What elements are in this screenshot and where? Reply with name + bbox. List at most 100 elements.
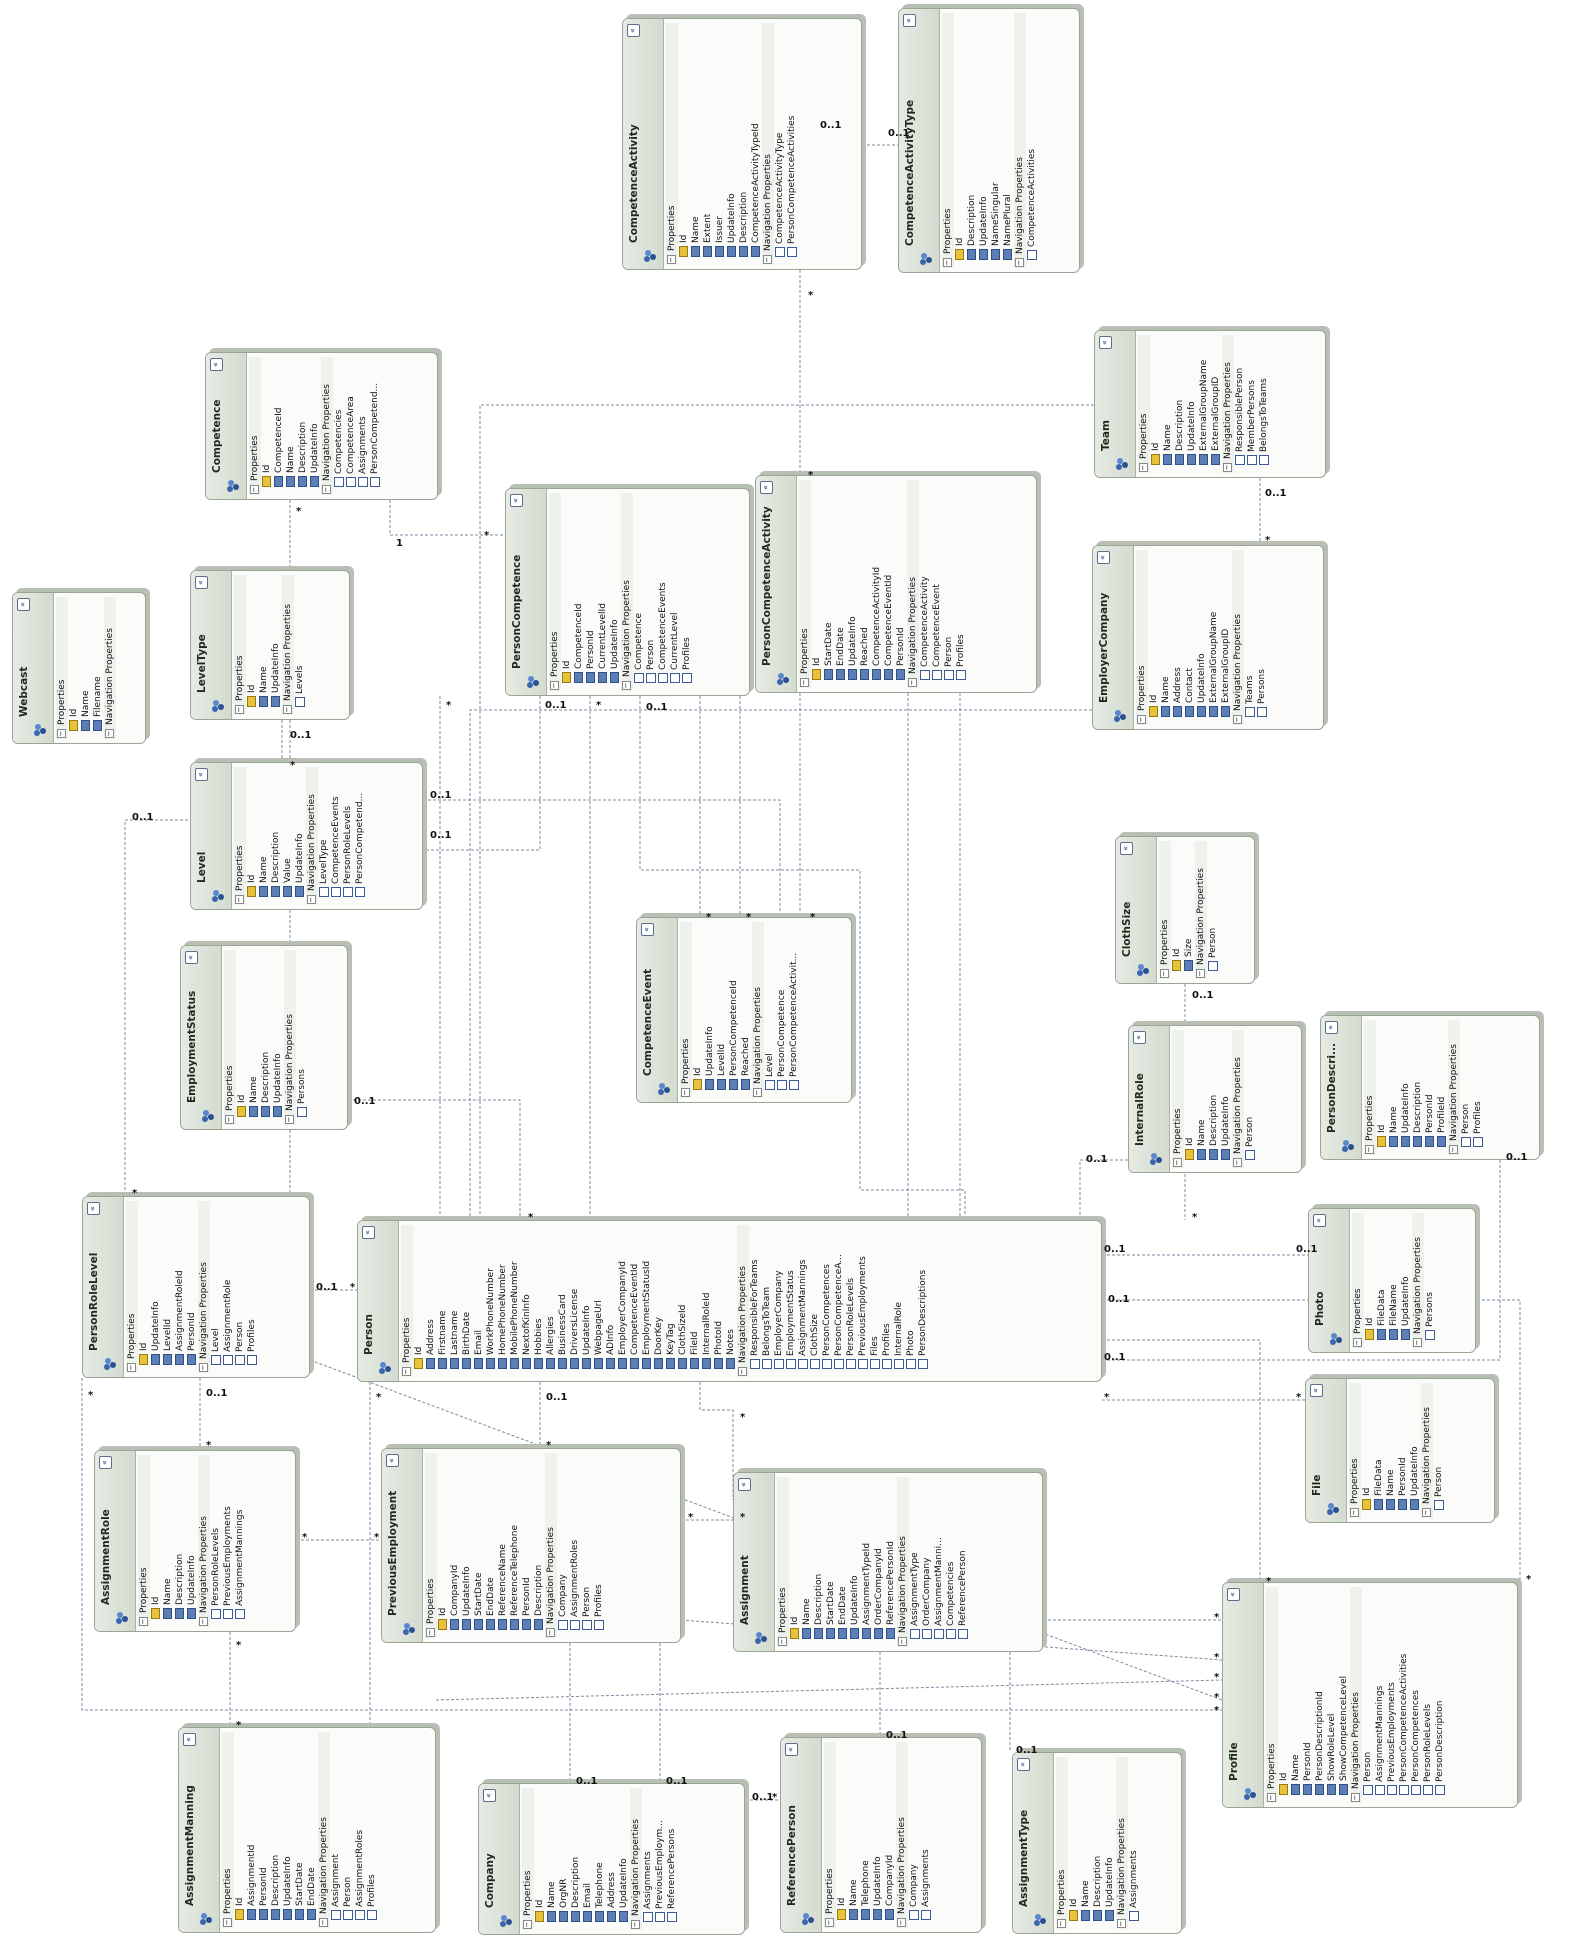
section-toggle-icon[interactable]: −	[908, 678, 917, 687]
property-row[interactable]: NextofKinInfo	[521, 1225, 533, 1377]
properties-section-header[interactable]: − Properties	[1352, 1213, 1364, 1348]
property-row[interactable]: CompanyId	[884, 1742, 896, 1928]
navigation-property-row[interactable]: Profiles	[1472, 1020, 1484, 1155]
property-row[interactable]: PersonId	[1424, 1020, 1436, 1155]
properties-section-header[interactable]: − Properties	[522, 1788, 534, 1930]
property-row[interactable]: ReferenceName	[497, 1453, 509, 1638]
section-toggle-icon[interactable]: −	[319, 1918, 328, 1927]
property-row[interactable]: UpdateInfo	[272, 950, 284, 1125]
navigation-property-row[interactable]: InternalRole	[893, 1225, 905, 1377]
properties-section-header[interactable]: − Properties	[777, 1477, 789, 1647]
navigation-section-header[interactable]: − Navigation Properties	[907, 480, 919, 688]
navigation-section-header[interactable]: − Navigation Properties	[737, 1225, 749, 1377]
properties-section-header[interactable]: − Properties	[942, 13, 954, 268]
collapse-chevron-icon[interactable]: «	[510, 494, 523, 507]
property-row[interactable]: CompetenceActivityId	[871, 480, 883, 688]
key-property-row[interactable]: Id	[561, 493, 573, 691]
property-row[interactable]: Reached	[859, 480, 871, 688]
navigation-property-row[interactable]: Persons	[1424, 1213, 1436, 1348]
navigation-section-header[interactable]: − Navigation Properties	[1232, 550, 1244, 725]
property-row[interactable]: Name	[258, 575, 270, 715]
navigation-property-row[interactable]: Profiles	[593, 1453, 605, 1638]
collapse-chevron-icon[interactable]: «	[1099, 336, 1112, 349]
collapse-chevron-icon[interactable]: «	[185, 951, 198, 964]
property-row[interactable]: Name	[80, 597, 92, 739]
entity-team[interactable]: Team « − Properties Id Name Description UpdateI…	[1094, 330, 1326, 478]
key-property-row[interactable]: Id	[246, 575, 258, 715]
navigation-property-row[interactable]: CompetenceEvent	[931, 480, 943, 688]
property-row[interactable]: Firstname	[437, 1225, 449, 1377]
property-row[interactable]: ExternalGroupName	[1198, 335, 1210, 473]
section-toggle-icon[interactable]: −	[199, 1617, 208, 1626]
section-toggle-icon[interactable]: −	[667, 255, 676, 264]
property-row[interactable]: UpdateInfo	[309, 357, 321, 495]
navigation-property-row[interactable]: AssignmentType	[909, 1477, 921, 1647]
property-row[interactable]: StartDate	[825, 1477, 837, 1647]
navigation-property-row[interactable]: CompetenceArea	[345, 357, 357, 495]
section-toggle-icon[interactable]: −	[199, 1363, 208, 1372]
navigation-property-row[interactable]: Person	[1362, 1587, 1374, 1803]
key-property-row[interactable]: Id	[534, 1788, 546, 1930]
property-row[interactable]: PersonId	[895, 480, 907, 688]
properties-section-header[interactable]: − Properties	[680, 922, 692, 1098]
property-row[interactable]: Name	[690, 23, 702, 265]
entity-referenceperson[interactable]: ReferencePerson « − Properties Id Name Telepho…	[780, 1737, 982, 1933]
key-property-row[interactable]: Id	[954, 13, 966, 268]
navigation-property-row[interactable]: BelongsToTeam	[761, 1225, 773, 1377]
property-row[interactable]: Description	[270, 1732, 282, 1928]
property-row[interactable]: Description	[570, 1788, 582, 1930]
property-row[interactable]: PersonDescriptionId	[1314, 1587, 1326, 1803]
section-toggle-icon[interactable]: −	[943, 258, 952, 267]
navigation-property-row[interactable]: BelongsToTeams	[1258, 335, 1270, 473]
key-property-row[interactable]: Id	[1148, 550, 1160, 725]
association-line[interactable]	[423, 696, 541, 851]
property-row[interactable]: UpdateInfo	[1400, 1213, 1412, 1348]
entity-competenceactivity[interactable]: CompetenceActivity « − Properties Id Name Exte…	[622, 18, 862, 270]
section-toggle-icon[interactable]: −	[1267, 1793, 1276, 1802]
property-row[interactable]: FileData	[1373, 1383, 1385, 1518]
property-row[interactable]: Address	[425, 1225, 437, 1377]
property-row[interactable]: ClothSizeId	[677, 1225, 689, 1377]
property-row[interactable]: Description	[297, 357, 309, 495]
navigation-section-header[interactable]: − Navigation Properties	[198, 1455, 210, 1627]
navigation-section-header[interactable]: − Navigation Properties	[284, 950, 296, 1125]
key-property-row[interactable]: Id	[246, 767, 258, 905]
section-toggle-icon[interactable]: −	[1351, 1793, 1360, 1802]
section-toggle-icon[interactable]: −	[546, 1628, 555, 1637]
property-row[interactable]: DoorKey	[653, 1225, 665, 1377]
section-toggle-icon[interactable]: −	[1233, 1158, 1242, 1167]
navigation-section-header[interactable]: − Navigation Properties	[630, 1788, 642, 1930]
entity-competenceactivitytype[interactable]: CompetenceActivityType « − Properties Id Desc…	[898, 8, 1080, 273]
navigation-property-row[interactable]: AssignmentMannings	[234, 1455, 246, 1627]
navigation-property-row[interactable]: Person	[1244, 1030, 1256, 1168]
property-row[interactable]: ShowRoleLevel	[1326, 1587, 1338, 1803]
property-row[interactable]: Lastname	[449, 1225, 461, 1377]
key-property-row[interactable]: Id	[789, 1477, 801, 1647]
property-row[interactable]: Contact	[1184, 550, 1196, 725]
property-row[interactable]: ExternalGroupID	[1210, 335, 1222, 473]
properties-section-header[interactable]: − Properties	[224, 950, 236, 1125]
entity-personrolelevel[interactable]: PersonRoleLevel «−Properties Id UpdateInfo L…	[82, 1196, 310, 1378]
property-row[interactable]: ExternalGroupName	[1208, 550, 1220, 725]
key-property-row[interactable]: Id	[234, 1732, 246, 1928]
property-row[interactable]: Hobbies	[533, 1225, 545, 1377]
properties-section-header[interactable]: − Properties	[234, 575, 246, 715]
association-line[interactable]	[1102, 1339, 1261, 1582]
property-row[interactable]: EndDate	[306, 1732, 318, 1928]
key-property-row[interactable]: Id	[1068, 1757, 1080, 1929]
property-row[interactable]: UpdateInfo	[294, 767, 306, 905]
property-row[interactable]: OrgNR	[558, 1788, 570, 1930]
property-row[interactable]: UpdateInfo	[1186, 335, 1198, 473]
key-property-row[interactable]: Id	[811, 480, 823, 688]
navigation-section-header[interactable]: − Navigation Properties	[306, 767, 318, 905]
properties-section-header[interactable]: − Properties	[549, 493, 561, 691]
property-row[interactable]: FileName	[1388, 1213, 1400, 1348]
property-row[interactable]: Allergies	[545, 1225, 557, 1377]
property-row[interactable]: Name	[1160, 550, 1172, 725]
property-row[interactable]: EndDate	[835, 480, 847, 688]
property-row[interactable]: UpdateInfo	[847, 480, 859, 688]
section-toggle-icon[interactable]: −	[1449, 1145, 1458, 1154]
property-row[interactable]: UpdateInfo	[1196, 550, 1208, 725]
property-row[interactable]: NamePlural	[1002, 13, 1014, 268]
navigation-property-row[interactable]: CompetenceActivities	[1026, 13, 1038, 268]
